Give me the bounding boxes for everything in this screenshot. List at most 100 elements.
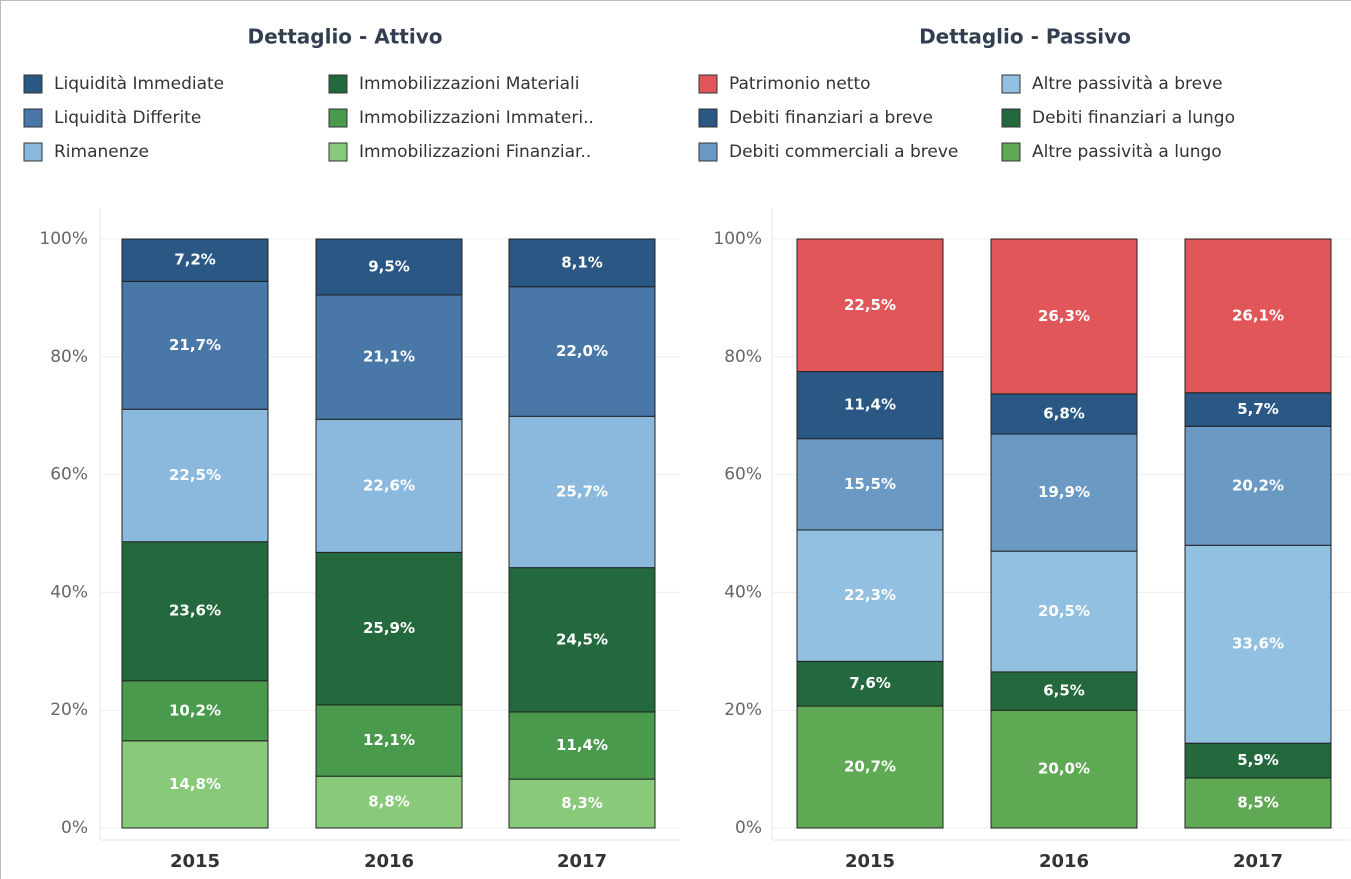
data-label: 26,1% [1232, 306, 1284, 324]
data-label: 33,6% [1232, 635, 1284, 653]
legend-swatch [1001, 108, 1021, 128]
y-tick-label: 80% [50, 347, 88, 367]
x-tick-label: 2017 [557, 851, 607, 872]
data-label: 22,3% [844, 586, 896, 604]
data-label: 7,2% [174, 251, 216, 269]
legend-swatch [328, 142, 348, 162]
bar-segment [121, 408, 269, 543]
data-label: 6,8% [1043, 404, 1085, 422]
legend-swatch [698, 74, 718, 94]
x-tick-label: 2016 [1039, 851, 1089, 872]
data-label: 25,7% [556, 482, 608, 500]
data-label: 22,0% [556, 342, 608, 360]
legend-swatch [328, 108, 348, 128]
legend-label: Liquidità Differite [54, 108, 201, 128]
data-label: 23,6% [169, 602, 221, 620]
bar-segment [315, 294, 463, 420]
data-label: 5,9% [1237, 751, 1279, 769]
legend-label: Altre passività a lungo [1032, 142, 1222, 162]
legend-label: Liquidità Immediate [54, 74, 224, 94]
data-label: 20,5% [1038, 602, 1090, 620]
bar-segment [1184, 238, 1332, 394]
data-label: 12,1% [363, 731, 415, 749]
y-tick-label: 60% [50, 465, 88, 485]
data-label: 8,5% [1237, 793, 1279, 811]
bar-segment [990, 433, 1138, 552]
bar-segment [796, 371, 944, 440]
y-tick-label: 0% [735, 818, 762, 838]
bar-segment [1184, 742, 1332, 779]
legend-label: Debiti finanziari a breve [729, 108, 933, 128]
y-tick-label: 100% [39, 229, 88, 249]
data-label: 11,4% [556, 736, 608, 754]
bar-segment [990, 671, 1138, 711]
data-label: 21,1% [363, 348, 415, 366]
legend-swatch [23, 108, 43, 128]
bar-segment [508, 286, 656, 417]
bar-segment [315, 238, 463, 296]
bar-segment [508, 711, 656, 780]
data-label: 9,5% [368, 257, 410, 275]
data-label: 26,3% [1038, 307, 1090, 325]
data-label: 22,6% [363, 476, 415, 494]
data-label: 19,9% [1038, 483, 1090, 501]
y-tick-label: 60% [724, 465, 762, 485]
data-label: 25,9% [363, 619, 415, 637]
data-label: 5,7% [1237, 400, 1279, 418]
y-tick-label: 80% [724, 347, 762, 367]
bar-segment [315, 775, 463, 829]
legend-label: Debiti commerciali a breve [729, 142, 958, 162]
data-label: 8,8% [368, 793, 410, 811]
bar-segment [121, 541, 269, 682]
bar-segment [990, 550, 1138, 673]
x-tick-label: 2017 [1233, 851, 1283, 872]
data-label: 15,5% [844, 475, 896, 493]
data-label: 24,5% [556, 630, 608, 648]
bar-segment [1184, 425, 1332, 546]
y-tick-label: 0% [61, 818, 88, 838]
data-label: 22,5% [844, 296, 896, 314]
legend-swatch [328, 74, 348, 94]
bar-segment [990, 238, 1138, 395]
data-label: 7,6% [849, 674, 891, 692]
legend-swatch [1001, 142, 1021, 162]
legend-label: Immobilizzazioni Finanziar.. [359, 142, 591, 162]
bar-segment [508, 415, 656, 569]
x-tick-label: 2016 [364, 851, 414, 872]
legend-swatch [23, 74, 43, 94]
bar-segment [121, 238, 269, 282]
legend-label: Rimanenze [54, 142, 149, 162]
data-label: 10,2% [169, 701, 221, 719]
y-tick-label: 40% [50, 582, 88, 602]
bar-segment [990, 709, 1138, 829]
data-label: 20,0% [1038, 760, 1090, 778]
data-label: 8,1% [561, 253, 603, 271]
data-label: 21,7% [169, 336, 221, 354]
y-tick-label: 20% [50, 700, 88, 720]
bar-segment [508, 567, 656, 713]
y-tick-label: 40% [724, 582, 762, 602]
bar-segment [508, 778, 656, 829]
bar-segment [315, 551, 463, 706]
data-label: 20,2% [1232, 476, 1284, 494]
y-tick-label: 100% [713, 229, 762, 249]
data-label: 22,5% [169, 466, 221, 484]
bar-segment [121, 280, 269, 410]
chart-title: Dettaglio - Passivo [919, 25, 1131, 49]
bar-segment [1184, 392, 1332, 427]
data-label: 20,7% [844, 758, 896, 776]
legend-swatch [1001, 74, 1021, 94]
chart-title: Dettaglio - Attivo [247, 25, 442, 49]
x-tick-label: 2015 [845, 851, 895, 872]
legend-label: Debiti finanziari a lungo [1032, 108, 1235, 128]
bar-segment [121, 680, 269, 742]
legend-swatch [698, 108, 718, 128]
data-label: 6,5% [1043, 682, 1085, 700]
bar-segment [1184, 544, 1332, 744]
bar-segment [1184, 777, 1332, 829]
data-label: 14,8% [169, 775, 221, 793]
legend-label: Immobilizzazioni Immateri.. [359, 108, 594, 128]
data-label: 11,4% [844, 396, 896, 414]
